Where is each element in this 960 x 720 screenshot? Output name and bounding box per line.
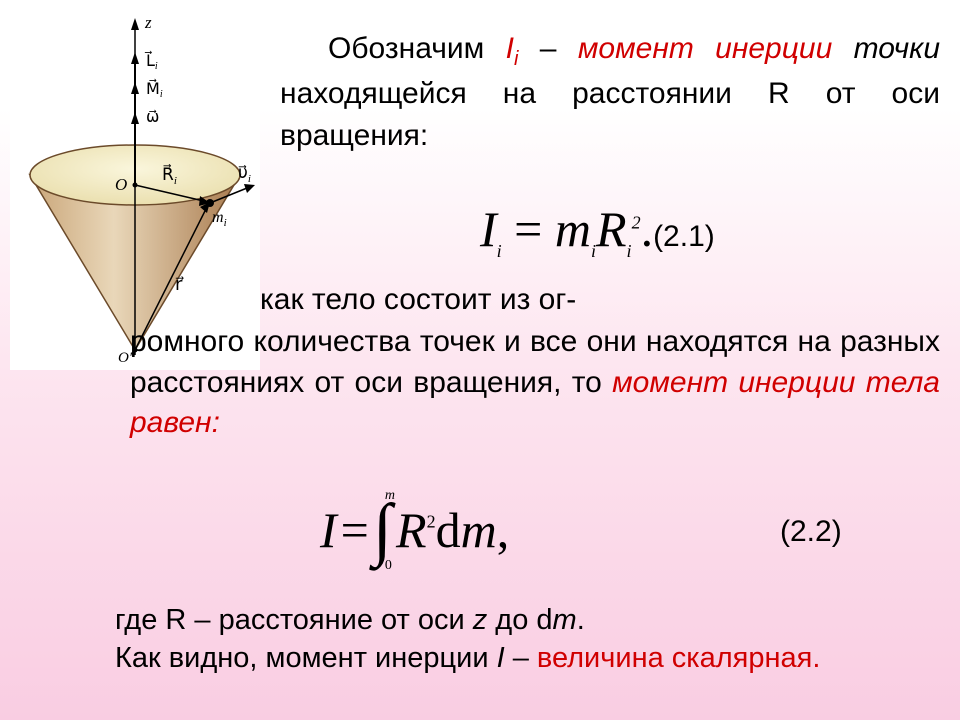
f1-sub3: i [627, 241, 632, 261]
p3-t3: до d [487, 604, 552, 636]
label-M: M⃗i [146, 78, 163, 100]
p3-z: z [473, 604, 488, 636]
paragraph-2a: как тело состоит из ог- [260, 280, 940, 321]
diagram-svg: O′ O R⃗i mi υ⃗i r⃗ L⃗i M⃗i ω⃗ z [10, 10, 260, 370]
p1-rest: находящейся на расстоянии R от оси враще… [280, 77, 940, 152]
label-O: O [115, 175, 127, 194]
p3-scalar: величина скалярная. [537, 642, 821, 674]
p3-dot: . [577, 604, 585, 636]
f2-comma: , [497, 501, 510, 559]
p1-Ii-I: I [506, 32, 514, 65]
f2-m: m [461, 501, 497, 559]
f1-eq: = [502, 201, 555, 257]
p1-t1: Обозначим [328, 32, 506, 65]
f1-dot: . [641, 201, 654, 257]
label-L: L⃗i [144, 50, 158, 72]
f2-d: d [436, 501, 461, 559]
formula-2-2: I = m ∫ 0 R2dm, [320, 490, 509, 570]
integral-symbol: m ∫ 0 [373, 490, 392, 570]
p1-moment: момент инерции [578, 32, 832, 65]
p3-m: m [553, 604, 577, 636]
f2-sup: 2 [427, 511, 436, 531]
f1-num: (2.1) [653, 220, 715, 253]
label-omega: ω⃗ [146, 109, 159, 126]
p2a-text: как тело состоит из ог- [260, 283, 576, 316]
paragraph-1: Обозначим Ii – момент инерции точки нахо… [280, 28, 940, 157]
p1-dash: – [518, 32, 577, 65]
p3-dash: – [505, 642, 537, 674]
f1-m: m [555, 201, 591, 257]
label-mi: mi [212, 209, 227, 229]
paragraph-2b: ромного количества точек и все они наход… [130, 322, 940, 444]
paragraph-3: где R – расстояние от оси z до dm. Как в… [115, 602, 945, 677]
label-v: υ⃗i [238, 163, 251, 185]
f1-sup: 2 [632, 212, 641, 232]
p3-I: I [497, 642, 505, 674]
label-r: r⃗ [175, 274, 184, 294]
f2-lower: 0 [385, 558, 392, 574]
eq-number-2-2: (2.2) [780, 515, 842, 549]
f1-R: R [596, 201, 627, 257]
formula-2-1: Ii = miRi2.(2.1) [480, 200, 715, 262]
f1-I: I [480, 201, 497, 257]
p3-t6: Как видно, момент инерции [115, 642, 497, 674]
p1-tochki: точки [832, 32, 940, 65]
moment-of-inertia-diagram: O′ O R⃗i mi υ⃗i r⃗ L⃗i M⃗i ω⃗ z [10, 10, 260, 370]
f2-I: I [320, 501, 337, 559]
f2-upper: m [385, 488, 395, 504]
p3-t1: где R – расстояние от оси [115, 604, 473, 636]
f2-eq: = [341, 501, 369, 559]
label-z: z [144, 13, 152, 32]
f2-R: R [396, 501, 427, 559]
